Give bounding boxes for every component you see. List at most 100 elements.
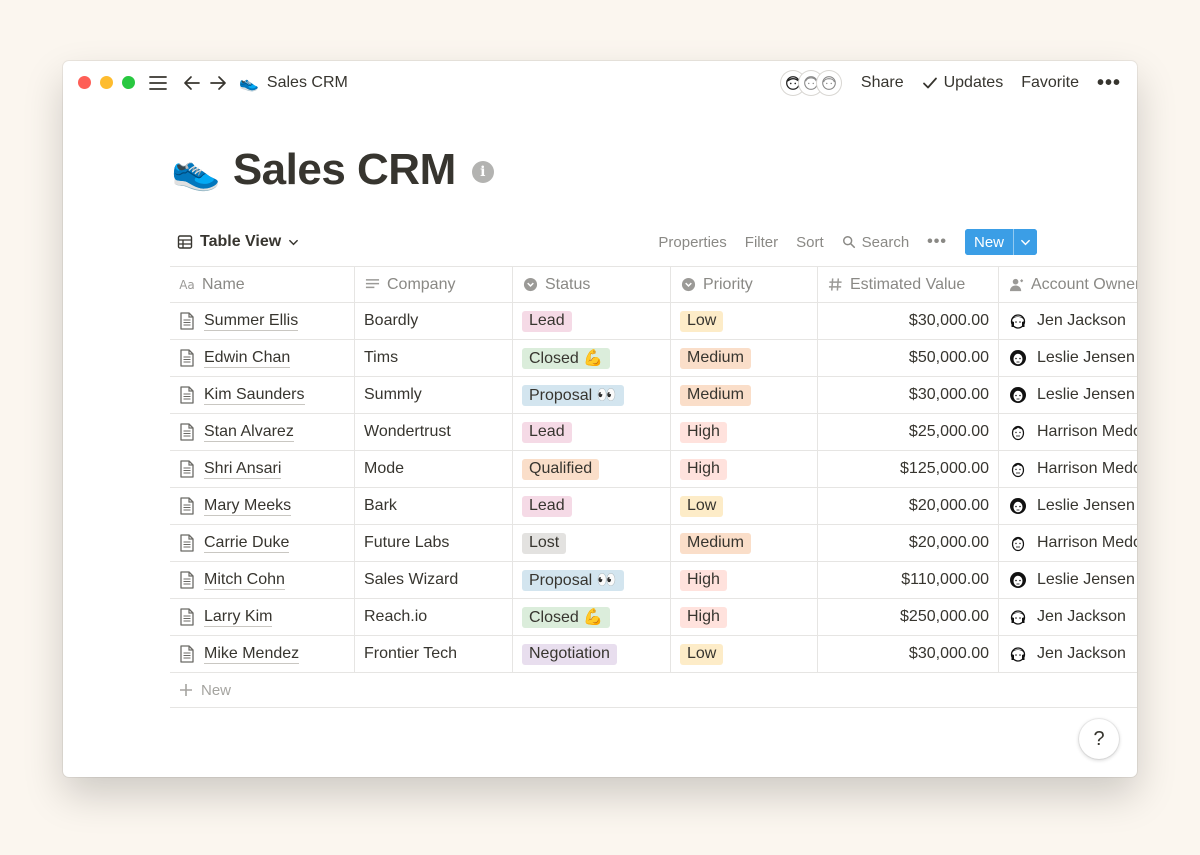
name-cell[interactable]: Mary Meeks <box>170 488 355 524</box>
new-record-button[interactable]: New <box>964 229 1037 255</box>
forward-arrow-icon[interactable] <box>207 72 229 94</box>
name-cell[interactable]: Shri Ansari <box>170 451 355 487</box>
sidebar-toggle-icon[interactable] <box>147 72 169 94</box>
name-cell[interactable]: Larry Kim <box>170 599 355 635</box>
table-row[interactable]: Larry Kim Reach.io Closed 💪 High $250,000.00… <box>170 599 1137 636</box>
record-name[interactable]: Kim Saunders <box>204 385 305 405</box>
status-cell[interactable]: Qualified <box>513 451 671 487</box>
add-row-button[interactable]: New <box>170 673 1137 708</box>
name-cell[interactable]: Stan Alvarez <box>170 414 355 450</box>
filter-button[interactable]: Filter <box>744 233 779 251</box>
priority-cell[interactable]: Low <box>671 303 818 339</box>
status-cell[interactable]: Lead <box>513 303 671 339</box>
company-cell[interactable]: Tims <box>355 340 513 376</box>
column-header-status[interactable]: Status <box>513 267 671 302</box>
estimated-value-cell[interactable]: $20,000.00 <box>818 488 999 524</box>
record-name[interactable]: Summer Ellis <box>204 311 299 331</box>
company-cell[interactable]: Reach.io <box>355 599 513 635</box>
new-options-dropdown[interactable] <box>1013 229 1037 255</box>
company-cell[interactable]: Future Labs <box>355 525 513 561</box>
table-row[interactable]: Mary Meeks Bark Lead Low $20,000.00 Leslie Je… <box>170 488 1137 525</box>
name-cell[interactable]: Carrie Duke <box>170 525 355 561</box>
share-button[interactable]: Share <box>860 74 904 91</box>
account-owner-cell[interactable]: Harrison Medoff <box>999 414 1137 450</box>
status-cell[interactable]: Closed 💪 <box>513 340 671 376</box>
record-name[interactable]: Mary Meeks <box>204 496 292 516</box>
estimated-value-cell[interactable]: $20,000.00 <box>818 525 999 561</box>
table-row[interactable]: Summer Ellis Boardly Lead Low $30,000.00 Jen … <box>170 303 1137 340</box>
name-cell[interactable]: Edwin Chan <box>170 340 355 376</box>
company-cell[interactable]: Boardly <box>355 303 513 339</box>
column-header-estimated-value[interactable]: Estimated Value <box>818 267 999 302</box>
status-cell[interactable]: Proposal 👀 <box>513 562 671 598</box>
account-owner-cell[interactable]: Leslie Jensen <box>999 340 1137 376</box>
priority-cell[interactable]: High <box>671 414 818 450</box>
account-owner-cell[interactable]: Jen Jackson <box>999 303 1137 339</box>
estimated-value-cell[interactable]: $110,000.00 <box>818 562 999 598</box>
company-cell[interactable]: Mode <box>355 451 513 487</box>
estimated-value-cell[interactable]: $30,000.00 <box>818 636 999 672</box>
account-owner-cell[interactable]: Jen Jackson <box>999 599 1137 635</box>
search-button[interactable]: Search <box>842 234 909 251</box>
company-cell[interactable]: Bark <box>355 488 513 524</box>
view-more-button[interactable]: ••• <box>927 233 947 250</box>
name-cell[interactable]: Mitch Cohn <box>170 562 355 598</box>
more-options-button[interactable]: ••• <box>1096 71 1121 94</box>
table-row[interactable]: Edwin Chan Tims Closed 💪 Medium $50,000.00 Le… <box>170 340 1137 377</box>
table-row[interactable]: Mitch Cohn Sales Wizard Proposal 👀 High $110… <box>170 562 1137 599</box>
close-window-button[interactable] <box>78 76 91 89</box>
back-arrow-icon[interactable] <box>181 72 203 94</box>
company-cell[interactable]: Frontier Tech <box>355 636 513 672</box>
favorite-button[interactable]: Favorite <box>1021 74 1079 91</box>
table-row[interactable]: Shri Ansari Mode Qualified High $125,000.00 H… <box>170 451 1137 488</box>
status-cell[interactable]: Proposal 👀 <box>513 377 671 413</box>
status-cell[interactable]: Lead <box>513 488 671 524</box>
account-owner-cell[interactable]: Leslie Jensen <box>999 488 1137 524</box>
table-row[interactable]: Kim Saunders Summly Proposal 👀 Medium $30,00… <box>170 377 1137 414</box>
company-cell[interactable]: Sales Wizard <box>355 562 513 598</box>
column-header-company[interactable]: Company <box>355 267 513 302</box>
breadcrumb[interactable]: 👟 Sales CRM <box>239 61 348 105</box>
priority-cell[interactable]: Low <box>671 636 818 672</box>
column-header-priority[interactable]: Priority <box>671 267 818 302</box>
table-row[interactable]: Mike Mendez Frontier Tech Negotiation Low $3… <box>170 636 1137 673</box>
column-header-name[interactable]: Aa Name <box>170 267 355 302</box>
priority-cell[interactable]: Medium <box>671 377 818 413</box>
priority-cell[interactable]: Medium <box>671 340 818 376</box>
record-name[interactable]: Stan Alvarez <box>204 422 294 442</box>
estimated-value-cell[interactable]: $30,000.00 <box>818 377 999 413</box>
name-cell[interactable]: Kim Saunders <box>170 377 355 413</box>
estimated-value-cell[interactable]: $25,000.00 <box>818 414 999 450</box>
info-icon[interactable]: i <box>471 161 494 183</box>
properties-button[interactable]: Properties <box>658 233 727 251</box>
priority-cell[interactable]: High <box>671 562 818 598</box>
priority-cell[interactable]: High <box>671 599 818 635</box>
estimated-value-cell[interactable]: $125,000.00 <box>818 451 999 487</box>
collaborator-avatars[interactable] <box>780 71 841 95</box>
priority-cell[interactable]: Medium <box>671 525 818 561</box>
account-owner-cell[interactable]: Leslie Jensen <box>999 562 1137 598</box>
record-name[interactable]: Edwin Chan <box>204 348 291 368</box>
sort-button[interactable]: Sort <box>796 233 824 251</box>
record-name[interactable]: Mike Mendez <box>204 644 300 664</box>
page-icon[interactable]: 👟 <box>171 148 221 192</box>
page-title[interactable]: Sales CRM <box>232 145 456 194</box>
help-button[interactable]: ? <box>1079 719 1119 759</box>
table-row[interactable]: Carrie Duke Future Labs Lost Medium $20,000.… <box>170 525 1137 562</box>
maximize-window-button[interactable] <box>122 76 135 89</box>
estimated-value-cell[interactable]: $30,000.00 <box>818 303 999 339</box>
estimated-value-cell[interactable]: $250,000.00 <box>818 599 999 635</box>
minimize-window-button[interactable] <box>100 76 113 89</box>
record-name[interactable]: Shri Ansari <box>204 459 282 479</box>
table-row[interactable]: Stan Alvarez Wondertrust Lead High $25,000.0… <box>170 414 1137 451</box>
estimated-value-cell[interactable]: $50,000.00 <box>818 340 999 376</box>
record-name[interactable]: Mitch Cohn <box>204 570 285 590</box>
name-cell[interactable]: Mike Mendez <box>170 636 355 672</box>
new-button-label[interactable]: New <box>964 229 1013 255</box>
updates-button[interactable]: Updates <box>922 74 1003 92</box>
account-owner-cell[interactable]: Jen Jackson <box>999 636 1137 672</box>
company-cell[interactable]: Wondertrust <box>355 414 513 450</box>
record-name[interactable]: Carrie Duke <box>204 533 290 553</box>
record-name[interactable]: Larry Kim <box>204 607 273 627</box>
account-owner-cell[interactable]: Harrison Medoff <box>999 451 1137 487</box>
